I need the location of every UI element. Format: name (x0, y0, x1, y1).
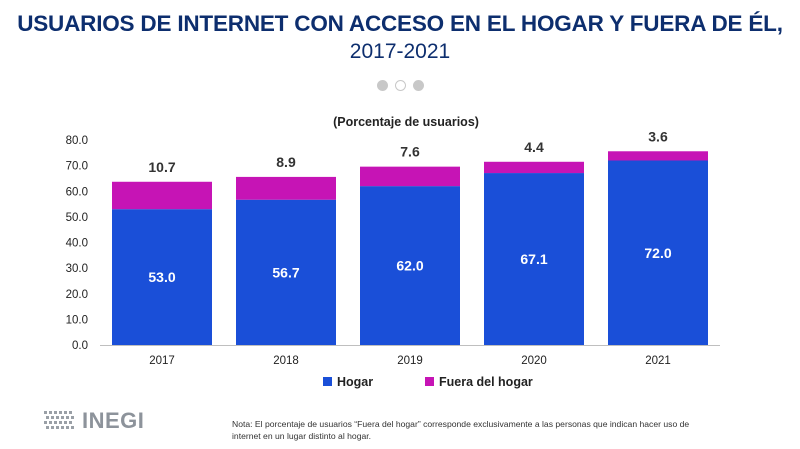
pager-dot-3[interactable] (412, 80, 424, 91)
x-tick-label-2020: 2020 (521, 355, 547, 367)
slide-pager (0, 80, 800, 91)
data-label-fuera-2018: 8.9 (276, 154, 296, 170)
bar-fuera-2018 (236, 176, 336, 200)
y-tick-label: 80.0 (66, 135, 88, 147)
inegi-logo: INEGI (44, 408, 144, 434)
data-label-fuera-2019: 7.6 (400, 144, 420, 160)
bar-fuera-2019 (360, 166, 460, 187)
data-label-hogar-2019: 62.0 (396, 258, 423, 274)
logo-text: INEGI (82, 408, 145, 433)
data-label-fuera-2021: 3.6 (648, 128, 668, 144)
bar-hogar-2019 (360, 186, 460, 345)
legend-swatch-1 (323, 377, 332, 386)
data-label-hogar-2020: 67.1 (520, 251, 547, 267)
y-tick-label: 50.0 (66, 212, 88, 224)
y-tick-label: 10.0 (66, 314, 88, 326)
title-block: USUARIOS DE INTERNET CON ACCESO EN EL HO… (0, 10, 800, 66)
page-title: USUARIOS DE INTERNET CON ACCESO EN EL HO… (17, 11, 783, 36)
bar-hogar-2020 (484, 173, 584, 345)
chart-title: (Porcentaje de usuarios) (333, 115, 479, 129)
y-tick-label: 20.0 (66, 289, 88, 301)
y-tick-label: 30.0 (66, 263, 88, 275)
bar-fuera-2021 (608, 151, 708, 161)
data-label-hogar-2021: 72.0 (644, 245, 671, 261)
bar-fuera-2017 (112, 181, 212, 210)
x-tick-label-2021: 2021 (645, 355, 671, 367)
x-tick-label-2019: 2019 (397, 355, 423, 367)
bar-hogar-2017 (112, 209, 212, 345)
bar-hogar-2021 (608, 160, 708, 345)
data-label-fuera-2017: 10.7 (148, 159, 175, 175)
inegi-logo-icon (44, 411, 74, 429)
y-tick-label: 60.0 (66, 186, 88, 198)
legend-swatch-2 (425, 377, 434, 386)
pager-dot-2[interactable] (394, 80, 406, 91)
data-label-fuera-2020: 4.4 (524, 139, 544, 155)
legend-label-1: Hogar (337, 375, 373, 389)
y-tick-label: 0.0 (72, 340, 88, 352)
x-tick-label-2017: 2017 (149, 355, 175, 367)
pager-dot-1[interactable] (376, 80, 388, 91)
legend-label-2: Fuera del hogar (439, 375, 533, 389)
x-tick-label-2018: 2018 (273, 355, 299, 367)
y-tick-label: 70.0 (66, 161, 88, 173)
data-label-hogar-2017: 53.0 (148, 269, 175, 285)
data-label-hogar-2018: 56.7 (272, 264, 299, 280)
footnote: Nota: El porcentaje de usuarios “Fuera d… (232, 419, 690, 441)
y-tick-label: 40.0 (66, 238, 88, 250)
bar-hogar-2018 (236, 199, 336, 345)
page-subtitle: 2017-2021 (349, 40, 451, 63)
bar-fuera-2020 (484, 161, 584, 174)
